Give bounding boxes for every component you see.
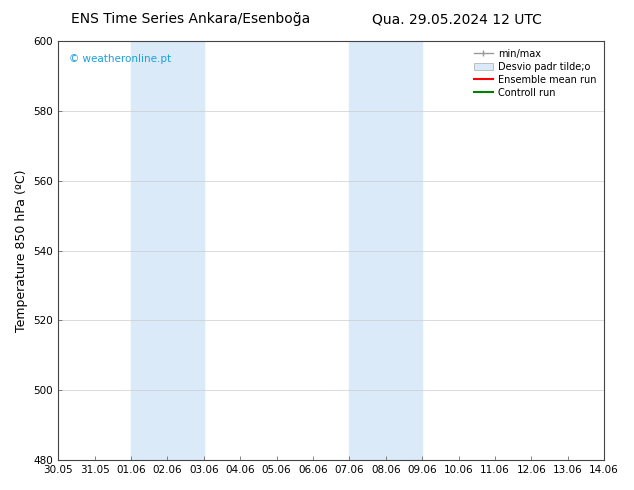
Legend: min/max, Desvio padr tilde;o, Ensemble mean run, Controll run: min/max, Desvio padr tilde;o, Ensemble m… — [470, 46, 599, 100]
Bar — [131, 41, 204, 460]
Text: © weatheronline.pt: © weatheronline.pt — [69, 53, 171, 64]
Text: Qua. 29.05.2024 12 UTC: Qua. 29.05.2024 12 UTC — [372, 12, 541, 26]
Bar — [349, 41, 422, 460]
Text: ENS Time Series Ankara/Esenboğa: ENS Time Series Ankara/Esenboğa — [70, 12, 310, 26]
Y-axis label: Temperature 850 hPa (ºC): Temperature 850 hPa (ºC) — [15, 170, 28, 332]
